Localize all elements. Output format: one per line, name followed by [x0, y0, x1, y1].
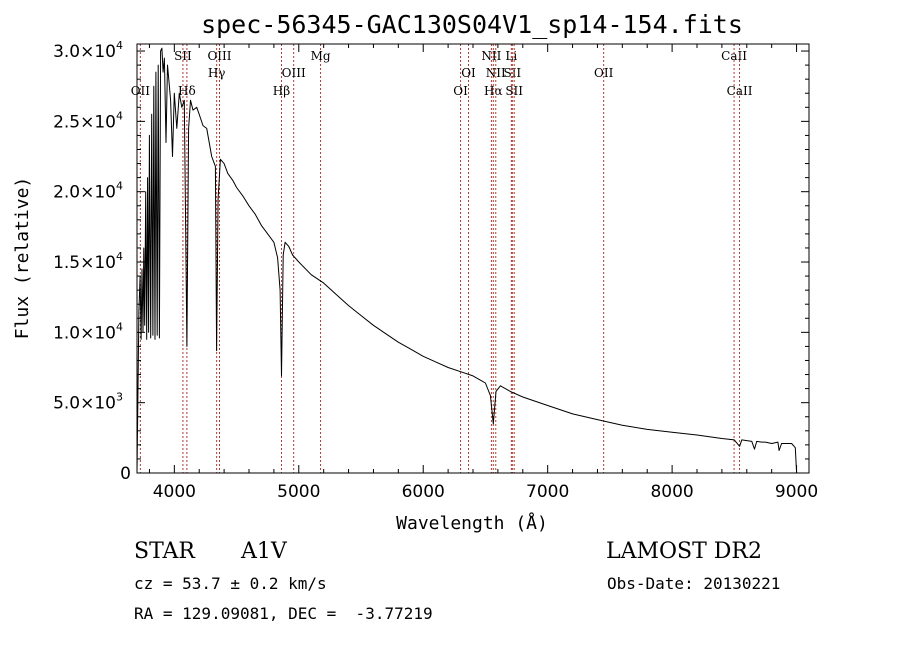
spectral-line-label: SII [174, 49, 192, 63]
spectrum-series-line [136, 47, 798, 474]
x-tick-label: 9000 [775, 482, 818, 502]
axes: 4000 5000 6000 7000 8000 9000 0 5.0×103 1.0×104 1… [53, 39, 818, 502]
spectral-line-label: OIII [282, 66, 306, 80]
spectral-lines: OII SII Hδ Hγ OIII Hβ OIII Mg OI OI NII Hα NII Li SII S… [131, 44, 753, 473]
plot-frame [136, 43, 810, 474]
spectral-line-label: Hδ [178, 84, 196, 98]
spectral-line-label: OIII [207, 49, 231, 63]
spectral-line-label: NII [486, 66, 506, 80]
y-tick-label: 5.0×103 [53, 391, 123, 414]
spectral-line-label: SII [503, 66, 521, 80]
redshift-text: cz = 53.7 ± 0.2 km/s [134, 574, 327, 593]
spectral-line-label: Li [505, 49, 517, 63]
x-tick-label: 8000 [650, 482, 693, 502]
chart-title: spec-56345-GAC130S04V1_sp14-154.fits [201, 10, 743, 39]
y-tick-label: 3.0×104 [53, 39, 123, 62]
spectral-line-label: OI [461, 66, 476, 80]
spectral-line-label: Hγ [208, 66, 226, 80]
spectral-line-label: Hβ [273, 84, 290, 98]
y-axis-label: Flux (relative) [12, 177, 33, 340]
y-tick-label: 1.5×104 [53, 250, 123, 273]
object-class: STAR [134, 539, 195, 564]
spectral-line-label: NII [481, 49, 501, 63]
obs-date-text: Obs-Date: 20130221 [607, 574, 781, 593]
spectral-line-label: OI [453, 84, 468, 98]
object-subclass: A1V [241, 539, 287, 564]
survey-name: LAMOST DR2 [606, 539, 762, 564]
y-tick-label: 0 [120, 464, 131, 484]
y-tick-label: 2.0×104 [53, 180, 123, 203]
x-tick-label: 5000 [277, 482, 320, 502]
spectral-line-label: Hα [484, 84, 503, 98]
x-axis-label: Wavelength (Å) [396, 512, 548, 534]
spectral-line-label: OII [594, 66, 614, 80]
x-tick-label: 4000 [153, 482, 196, 502]
x-tick-label: 7000 [526, 482, 569, 502]
plot-area [136, 47, 798, 474]
spectral-line-label: Mg [311, 49, 331, 63]
spectral-line-label: OII [131, 84, 151, 98]
y-tick-label: 1.0×104 [53, 320, 123, 343]
spectral-line-label: SII [505, 84, 523, 98]
y-tick-label: 2.5×104 [53, 109, 123, 132]
coordinates-text: RA = 129.09081, DEC = -3.77219 [134, 604, 433, 623]
spectral-line-label: CaII [727, 84, 753, 98]
spectral-line-label: CaII [721, 49, 747, 63]
x-tick-label: 6000 [402, 482, 445, 502]
